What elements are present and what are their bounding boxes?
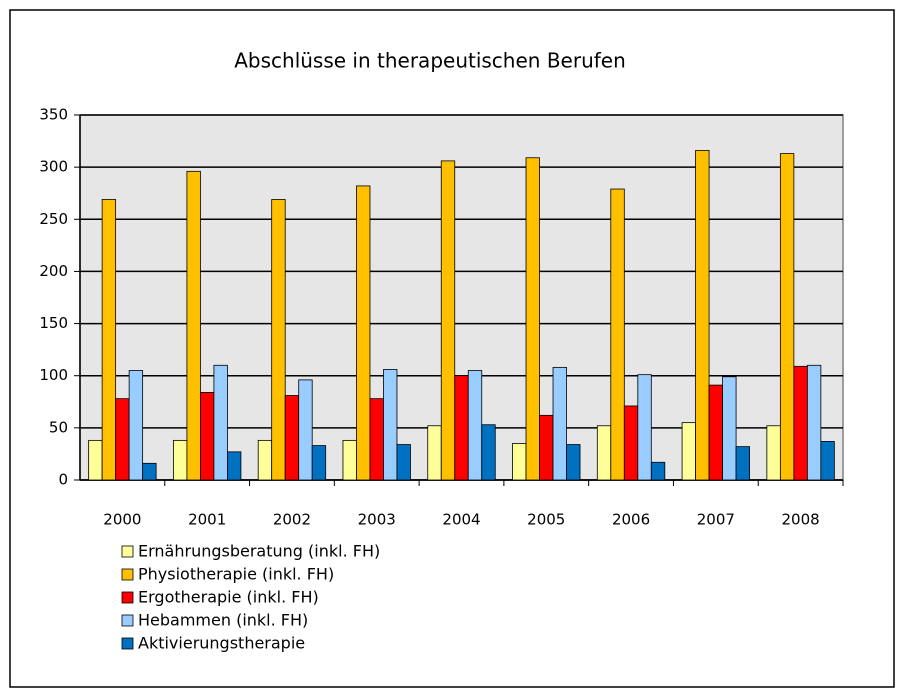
bar (766, 425, 781, 481)
y-tick-label: 50 (49, 418, 68, 436)
legend-label: Physiotherapie (inkl. FH) (138, 565, 334, 584)
bar (481, 424, 496, 481)
bar (213, 364, 228, 481)
legend-swatch (121, 637, 134, 650)
y-tick-label: 100 (39, 366, 68, 384)
bar (200, 391, 215, 481)
bar (101, 199, 117, 481)
bar (735, 446, 750, 481)
legend-swatch (121, 591, 134, 604)
bar (356, 185, 371, 481)
bar (227, 451, 242, 481)
x-tick-label: 2001 (188, 511, 226, 529)
bar (637, 374, 652, 481)
y-tick-label: 350 (39, 106, 68, 124)
bar (88, 439, 103, 481)
bar (427, 425, 442, 481)
bar (552, 366, 567, 481)
bar (454, 375, 469, 481)
bar (722, 376, 737, 481)
legend-label: Hebammen (inkl. FH) (138, 611, 308, 630)
bar (539, 414, 554, 481)
bar (708, 384, 723, 481)
legend-swatch (121, 614, 134, 627)
x-tick-label: 2005 (527, 511, 565, 529)
bar (311, 445, 327, 481)
bar (610, 188, 625, 481)
legend-label: Ernährungsberatung (inkl. FH) (138, 542, 380, 561)
bar (650, 461, 666, 481)
bar (271, 199, 286, 481)
bar (806, 364, 822, 481)
y-tick-label: 200 (39, 262, 68, 280)
x-tick-label: 2002 (273, 511, 311, 529)
bar (596, 425, 612, 481)
bar (342, 439, 357, 481)
bar (440, 160, 456, 481)
y-tick-label: 150 (39, 314, 68, 332)
legend-label: Aktivierungstherapie (138, 634, 305, 653)
x-tick-label: 2007 (697, 511, 735, 529)
bar (566, 444, 581, 481)
y-tick-label: 0 (58, 471, 68, 489)
x-tick-label: 2003 (358, 511, 396, 529)
bar (257, 439, 273, 481)
bar (820, 441, 835, 481)
y-tick-label: 250 (39, 210, 68, 228)
bar (115, 398, 130, 481)
x-tick-label: 2008 (782, 511, 820, 529)
bar (623, 405, 639, 481)
bar (512, 443, 527, 481)
legend-label: Ergotherapie (inkl. FH) (138, 588, 319, 607)
legend-swatch (121, 545, 134, 558)
x-tick-label: 2006 (612, 511, 650, 529)
bar (383, 369, 398, 481)
bar (173, 439, 188, 481)
bar (128, 370, 144, 481)
bar (525, 157, 540, 481)
y-tick-label: 300 (39, 158, 68, 176)
bar (695, 150, 710, 481)
bar (186, 170, 201, 481)
bar (793, 365, 808, 481)
legend-swatch (121, 568, 134, 581)
bar (779, 153, 795, 481)
bar (369, 398, 384, 481)
bar (467, 370, 483, 481)
bar (681, 422, 696, 481)
chart-title: Abschlüsse in therapeutischen Berufen (234, 49, 626, 73)
bar (298, 379, 313, 481)
bar (284, 395, 300, 481)
x-tick-label: 2000 (103, 511, 141, 529)
bar (396, 444, 411, 481)
bar (142, 462, 157, 481)
x-tick-label: 2004 (442, 511, 480, 529)
